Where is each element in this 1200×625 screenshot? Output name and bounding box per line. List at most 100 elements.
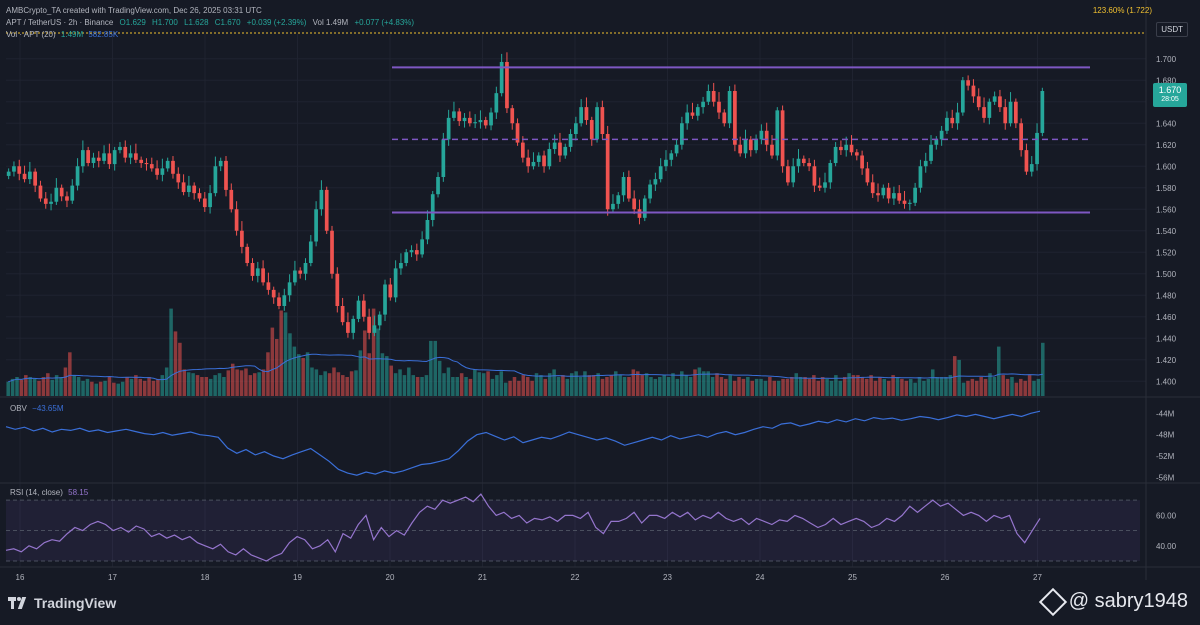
candle-body <box>801 158 806 164</box>
candle-body <box>563 146 568 156</box>
currency-unit-button[interactable]: USDT <box>1156 22 1188 37</box>
obv-pane: -44M -48M -52M -56M <box>5 409 1175 482</box>
volume-bar <box>609 375 614 396</box>
candle-body <box>340 306 345 323</box>
volume-bar <box>19 379 24 396</box>
candle-body <box>552 142 557 150</box>
volume-bar <box>297 354 301 396</box>
candle-body <box>722 112 727 124</box>
tradingview-logo[interactable]: TradingView <box>8 595 116 611</box>
volume-bar <box>886 380 891 396</box>
candle-body <box>335 273 340 306</box>
candle <box>414 243 419 261</box>
candle <box>489 107 493 131</box>
candle-body <box>86 150 91 164</box>
candle-body <box>987 101 992 118</box>
candle <box>886 182 891 204</box>
candle <box>6 168 11 180</box>
volume-bar <box>908 378 913 396</box>
volume-bar <box>622 377 627 396</box>
price-tick-label: 1.640 <box>1156 119 1177 128</box>
candle <box>998 89 1002 112</box>
volume-bar <box>552 369 556 396</box>
candle-body <box>860 155 864 169</box>
candle <box>377 311 382 331</box>
volume-bar <box>1005 378 1010 396</box>
candle-body <box>1029 164 1034 172</box>
candle <box>770 135 774 159</box>
obv-tick-label: -44M <box>1156 409 1175 418</box>
candle <box>287 274 292 302</box>
candle-body <box>664 159 668 167</box>
candle-body <box>139 159 144 164</box>
candle <box>918 159 923 193</box>
volume-bar <box>812 375 816 396</box>
volume-bar <box>820 377 825 396</box>
ohlc-open: O1.629 <box>119 18 146 27</box>
candle-body <box>817 185 822 188</box>
volume-label[interactable]: Vol · APT (20) 1.49M 582.85K <box>6 30 118 39</box>
candle-body <box>324 189 329 231</box>
candle <box>144 158 149 171</box>
candle <box>176 167 181 189</box>
volume-bar <box>208 378 213 396</box>
volume-bar <box>794 373 799 396</box>
volume-bar <box>213 375 217 396</box>
candle <box>796 149 801 173</box>
volume-bar <box>591 375 596 396</box>
volume-bar <box>6 381 10 396</box>
candle-body <box>637 209 642 218</box>
volume-bar <box>112 382 116 396</box>
candle-body <box>929 144 933 161</box>
candle <box>531 152 536 170</box>
candle-body <box>218 160 223 167</box>
candle <box>839 140 843 155</box>
symbol-line[interactable]: APT / TetherUS · 2h · Binance O1.629 H1.… <box>6 18 418 27</box>
candle <box>330 225 334 279</box>
candle-body <box>733 91 737 145</box>
candle-body <box>786 166 790 183</box>
candle <box>420 231 424 258</box>
candle-body <box>473 122 477 124</box>
candle <box>102 145 106 165</box>
candle <box>128 145 133 165</box>
volume-bar <box>156 378 160 396</box>
candle <box>966 75 970 91</box>
volume-bar <box>864 378 869 396</box>
candle <box>552 134 557 154</box>
candle-body <box>881 187 886 196</box>
candle <box>96 151 101 168</box>
volume-bar <box>248 375 253 396</box>
creator-text: AMBCrypto_TA created with TradingView.co… <box>6 6 262 15</box>
volume-bar <box>486 371 490 396</box>
volume-bar <box>477 372 482 396</box>
volume-bar <box>261 369 266 396</box>
candle <box>65 191 69 208</box>
candle-body <box>192 185 197 194</box>
candle-body <box>96 157 101 161</box>
volume-bar <box>85 378 90 396</box>
candle-body <box>923 160 928 167</box>
candle-body <box>282 295 287 306</box>
candle-body <box>574 123 578 134</box>
time-axis: 16 17 18 19 20 21 22 23 24 25 26 27 <box>16 573 1043 582</box>
volume-bar <box>649 377 653 396</box>
obv-label[interactable]: OBV −43.65M <box>10 404 64 413</box>
candle <box>234 201 239 236</box>
symbol-name[interactable]: APT / TetherUS · 2h · Binance <box>6 18 114 27</box>
volume-bar <box>178 342 182 396</box>
volume-bar <box>702 371 706 396</box>
candle-body <box>653 179 658 185</box>
candle-body <box>303 263 308 274</box>
rsi-label[interactable]: RSI (14, close) 58.15 <box>10 488 88 497</box>
candle <box>701 96 705 114</box>
volume-bar <box>882 378 887 396</box>
candle <box>828 159 833 189</box>
volume-bar <box>169 308 173 396</box>
candle <box>536 152 541 167</box>
candle-body <box>674 144 679 154</box>
candle <box>473 114 477 129</box>
candle <box>27 161 32 184</box>
volume-bar <box>543 378 548 396</box>
volume-bar <box>851 375 856 396</box>
